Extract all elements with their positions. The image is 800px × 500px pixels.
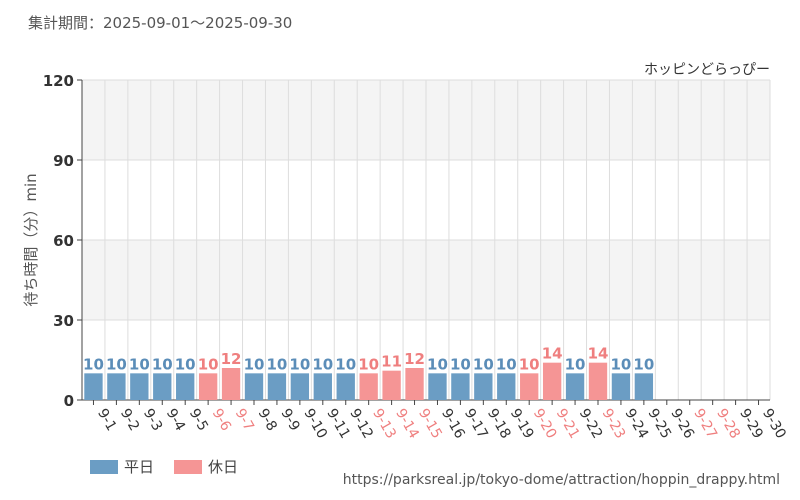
data-label-9-22: 10 [565, 355, 586, 373]
bar-9-13[interactable] [359, 373, 378, 400]
bar-9-10[interactable] [290, 373, 310, 400]
legend-label-holiday: 休日 [208, 458, 239, 476]
x-tick-label-9-5: 9-5 [186, 406, 211, 434]
data-label-9-15: 12 [404, 350, 425, 368]
bar-9-20[interactable] [520, 373, 539, 400]
bar-9-5[interactable] [176, 373, 195, 400]
legend-item-weekday[interactable]: 平日 [90, 456, 154, 477]
x-tick-label-9-14: 9-14 [392, 406, 422, 442]
x-tick-label-9-9: 9-9 [277, 406, 302, 434]
chart-title: ホッピンどらっぴー [644, 62, 770, 78]
chart-legend: 平日 休日 [90, 456, 258, 477]
bar-9-18[interactable] [474, 373, 493, 400]
bar-9-2[interactable] [107, 373, 126, 400]
x-tick-label-9-2: 9-2 [117, 406, 142, 434]
x-tick-label-9-6: 9-6 [209, 406, 234, 434]
x-tick-label-9-30: 9-30 [759, 406, 789, 442]
data-label-9-7: 12 [221, 350, 242, 368]
data-label-9-20: 10 [519, 355, 540, 373]
data-label-9-5: 10 [175, 355, 196, 373]
data-label-9-11: 10 [312, 355, 333, 373]
bar-9-21[interactable] [542, 362, 562, 400]
data-label-9-18: 10 [473, 355, 494, 373]
bar-9-3[interactable] [130, 373, 149, 400]
legend-swatch-weekday [90, 459, 118, 474]
bar-9-1[interactable] [84, 373, 103, 400]
x-tick-label-9-16: 9-16 [438, 406, 468, 442]
x-tick-label-9-4: 9-4 [163, 406, 188, 434]
x-tick-label-9-27: 9-27 [690, 406, 720, 442]
bar-9-11[interactable] [313, 373, 332, 400]
x-tick-label-9-26: 9-26 [667, 406, 697, 442]
data-label-9-13: 10 [358, 355, 379, 373]
bar-9-9[interactable] [267, 373, 287, 400]
bar-9-19[interactable] [497, 373, 516, 400]
x-tick-label-9-1: 9-1 [94, 406, 119, 434]
x-tick-label-9-18: 9-18 [484, 406, 514, 442]
bar-9-7[interactable] [221, 368, 241, 400]
bar-9-15[interactable] [405, 368, 424, 400]
data-label-9-8: 10 [244, 355, 265, 373]
x-tick-label-9-7: 9-7 [232, 406, 257, 434]
x-tick-label-9-22: 9-22 [576, 406, 606, 442]
y-tick-label: 120 [43, 72, 74, 90]
x-tick-label-9-23: 9-23 [599, 406, 629, 442]
bar-9-4[interactable] [153, 373, 172, 400]
bar-9-8[interactable] [244, 373, 264, 400]
y-tick-label: 60 [53, 232, 74, 250]
x-tick-label-9-3: 9-3 [140, 406, 165, 434]
bar-9-16[interactable] [428, 373, 447, 400]
x-tick-label-9-13: 9-13 [369, 406, 399, 442]
data-label-9-24: 10 [610, 355, 631, 373]
y-tick-label: 90 [53, 152, 74, 170]
bar-9-23[interactable] [588, 362, 608, 400]
x-tick-label-9-24: 9-24 [621, 406, 651, 442]
bar-9-17[interactable] [451, 373, 470, 400]
data-label-9-16: 10 [427, 355, 448, 373]
bar-9-14[interactable] [382, 370, 401, 400]
data-label-9-6: 10 [198, 355, 219, 373]
data-label-9-3: 10 [129, 355, 150, 373]
data-label-9-4: 10 [152, 355, 173, 373]
bar-9-12[interactable] [336, 373, 355, 400]
data-label-9-25: 10 [633, 355, 654, 373]
x-tick-label-9-21: 9-21 [553, 406, 583, 442]
data-label-9-21: 14 [542, 345, 563, 363]
data-label-9-17: 10 [450, 355, 471, 373]
x-tick-label-9-29: 9-29 [736, 406, 766, 442]
x-tick-label-9-15: 9-15 [415, 406, 445, 442]
y-tick-label: 30 [53, 312, 74, 330]
x-tick-label-9-28: 9-28 [713, 406, 743, 442]
bar-9-24[interactable] [611, 373, 631, 400]
x-tick-label-9-11: 9-11 [323, 406, 353, 442]
source-url[interactable]: https://parksreal.jp/tokyo-dome/attracti… [342, 472, 780, 488]
y-tick-label: 0 [64, 392, 74, 410]
data-label-9-2: 10 [106, 355, 127, 373]
legend-item-holiday[interactable]: 休日 [174, 456, 238, 477]
y-axis-label: 待ち時間（分）min [22, 173, 40, 306]
data-label-9-9: 10 [266, 355, 287, 373]
data-label-9-14: 11 [381, 353, 402, 371]
bar-9-25[interactable] [634, 373, 654, 400]
bar-9-22[interactable] [565, 373, 585, 400]
collection-period-label: 集計期間：2025-09-01～2025-09-30 [28, 14, 293, 32]
data-label-9-23: 14 [588, 345, 609, 363]
x-tick-label-9-10: 9-10 [300, 406, 330, 442]
x-tick-label-9-19: 9-19 [507, 406, 537, 442]
data-label-9-12: 10 [335, 355, 356, 373]
x-tick-label-9-20: 9-20 [530, 406, 560, 442]
data-label-9-1: 10 [83, 355, 104, 373]
x-tick-label-9-8: 9-8 [255, 406, 280, 434]
data-label-9-10: 10 [289, 355, 310, 373]
data-label-9-19: 10 [496, 355, 517, 373]
bar-9-6[interactable] [198, 373, 218, 400]
x-tick-label-9-25: 9-25 [644, 406, 674, 442]
x-tick-label-9-12: 9-12 [346, 406, 376, 442]
legend-swatch-holiday [174, 459, 203, 474]
x-tick-label-9-17: 9-17 [461, 406, 491, 442]
legend-label-weekday: 平日 [124, 458, 155, 476]
